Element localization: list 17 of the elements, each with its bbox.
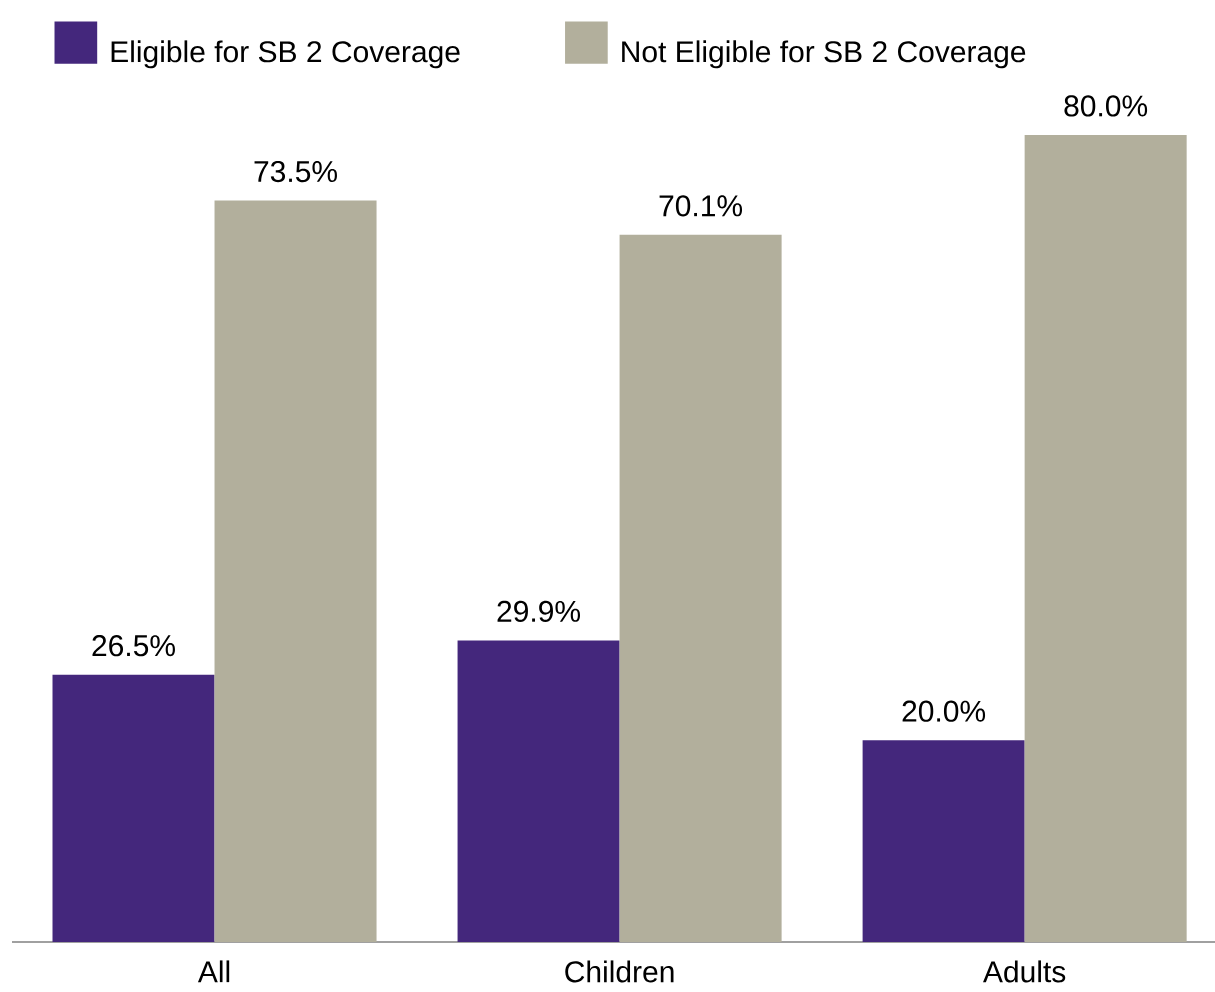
bar (619, 234, 782, 942)
bar (862, 740, 1025, 942)
data-label: 80.0% (1064, 95, 1148, 117)
legend-label: Not Eligible for SB 2 Coverage (622, 40, 1026, 69)
bar (1024, 134, 1187, 942)
data-label: 20.0% (902, 700, 986, 722)
data-label: 70.1% (659, 195, 743, 217)
bar (52, 674, 215, 942)
bar (214, 200, 377, 942)
data-label: 26.5% (92, 635, 175, 657)
x-tick-label: Children (565, 960, 674, 983)
x-tick-label: All (197, 960, 230, 983)
data-label: 29.9% (497, 600, 581, 622)
bar (457, 640, 620, 942)
data-label: 73.5% (254, 160, 337, 183)
legend-label: Eligible for SB 2 Coverage (111, 40, 460, 69)
x-tick-label: Adults (983, 960, 1066, 983)
